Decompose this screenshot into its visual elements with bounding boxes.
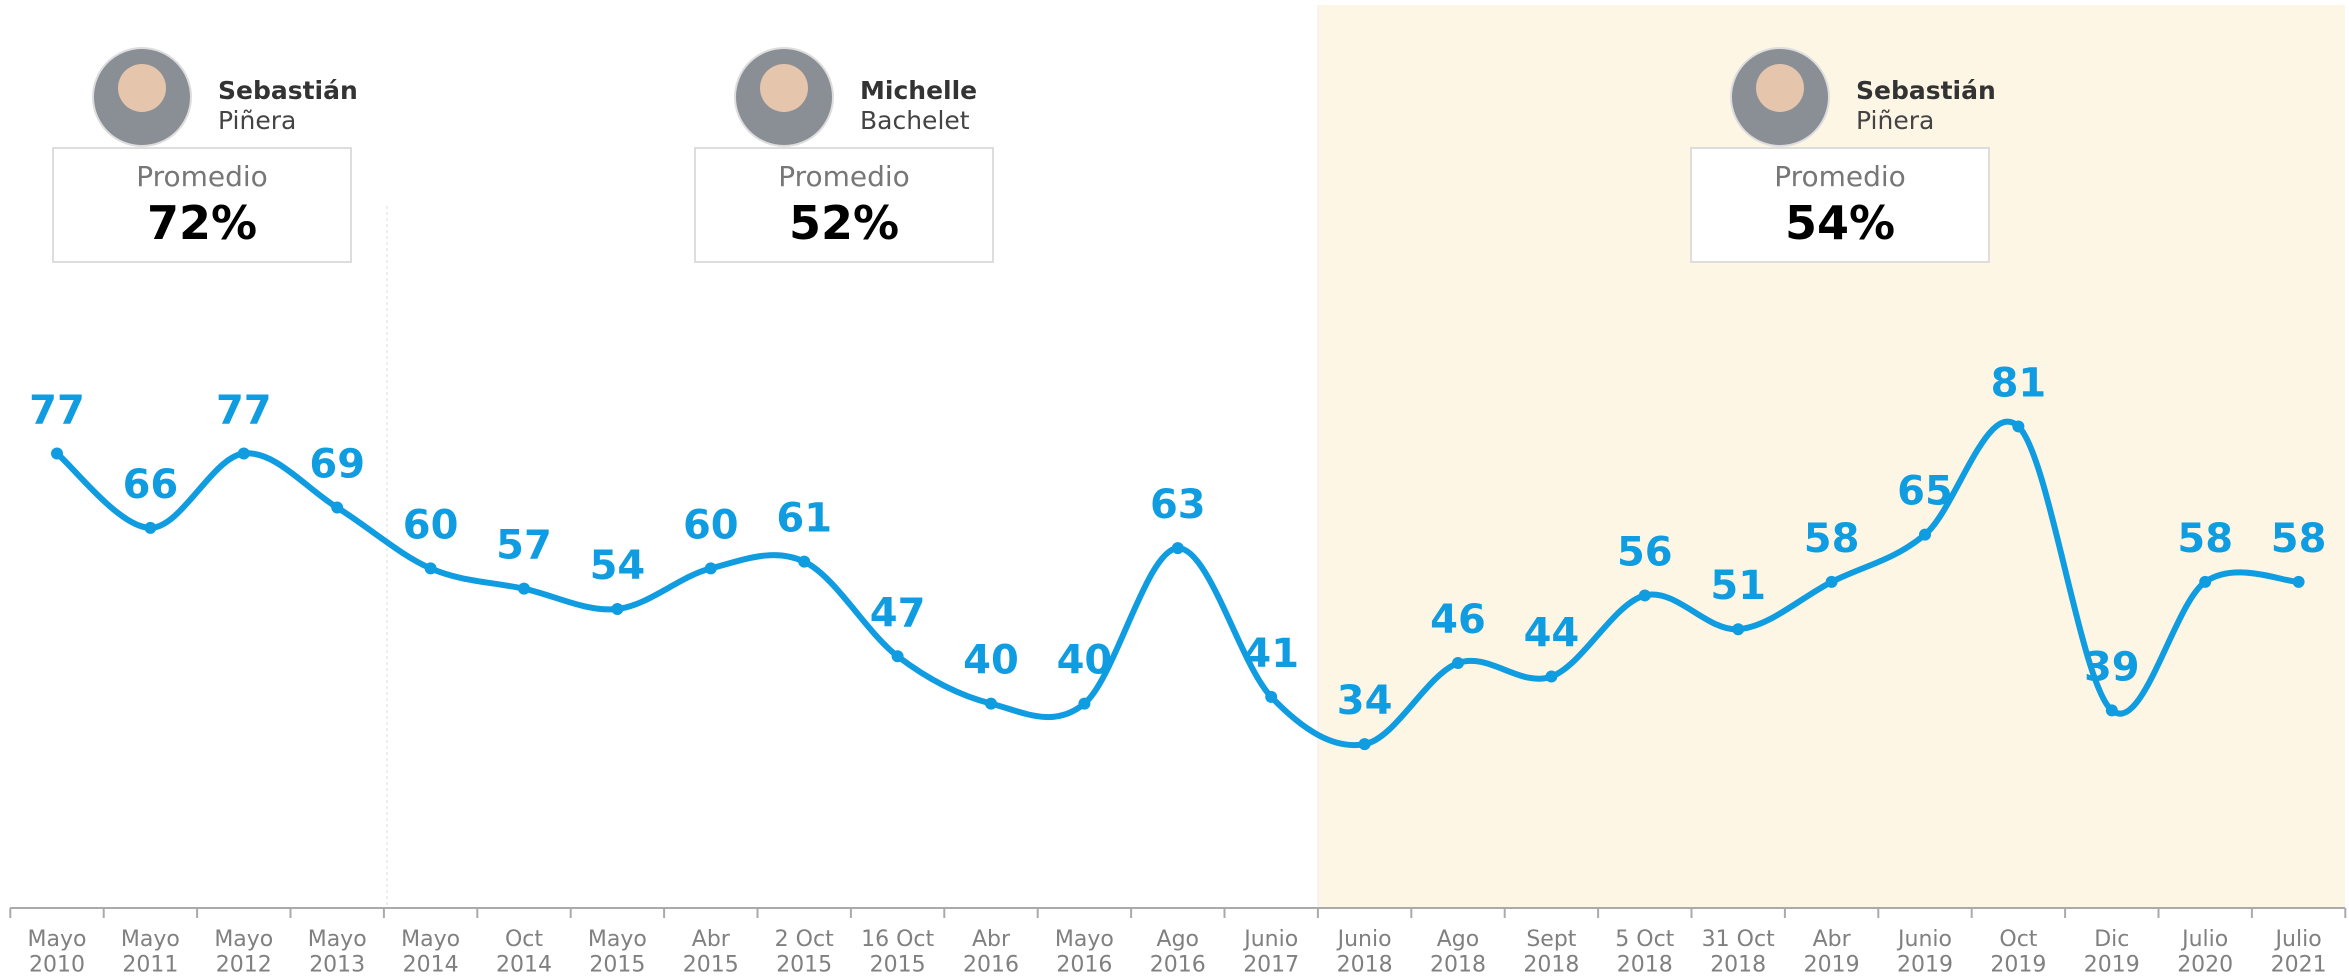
point (1265, 691, 1277, 703)
highlight-region (1318, 5, 2345, 908)
average-label: Promedio (136, 160, 268, 193)
point (1359, 738, 1371, 750)
point (985, 698, 997, 710)
data-label: 54 (590, 543, 646, 589)
data-label: 63 (1150, 482, 1206, 528)
data-label: 61 (776, 496, 832, 542)
data-label: 58 (2177, 516, 2233, 562)
point (331, 502, 343, 514)
data-label: 58 (1804, 516, 1860, 562)
point (1545, 671, 1557, 683)
point (705, 562, 717, 574)
data-label: 34 (1337, 678, 1393, 724)
data-label: 81 (1991, 360, 2047, 406)
last-name: Piñera (218, 106, 296, 135)
average-label: Promedio (778, 160, 910, 193)
point (1732, 623, 1744, 635)
data-label: 44 (1524, 611, 1580, 657)
first-name: Sebastián (218, 76, 358, 105)
average-label: Promedio (1774, 160, 1906, 193)
first-name: Sebastián (1856, 76, 1996, 105)
data-label: 51 (1710, 563, 1766, 609)
last-name: Piñera (1856, 106, 1934, 135)
data-label: 41 (1243, 631, 1299, 677)
data-label: 77 (216, 387, 272, 433)
data-label: 69 (309, 442, 365, 488)
point (144, 522, 156, 534)
data-label: 58 (2271, 516, 2327, 562)
point (51, 447, 63, 459)
average-value: 72% (147, 196, 257, 250)
point (518, 583, 530, 595)
data-label: 56 (1617, 529, 1673, 575)
point (1826, 576, 1838, 588)
data-label: 39 (2084, 644, 2140, 690)
point (425, 562, 437, 574)
chart: SebastiánPiñeraPromedio72%MichelleBachel… (0, 0, 2349, 977)
data-label: 40 (963, 638, 1019, 684)
data-label: 66 (123, 462, 179, 508)
point (892, 650, 904, 662)
average-value: 52% (789, 196, 899, 250)
point (1639, 589, 1651, 601)
data-label: 65 (1897, 469, 1953, 515)
data-label: 47 (870, 590, 926, 636)
point (1172, 542, 1184, 554)
point (1078, 698, 1090, 710)
point (2293, 576, 2305, 588)
point (611, 603, 623, 615)
data-label: 60 (403, 502, 459, 548)
photo-face (760, 64, 808, 112)
point (238, 447, 250, 459)
data-label: 60 (683, 502, 739, 548)
data-label: 77 (29, 387, 85, 433)
photo-face (118, 64, 166, 112)
average-value: 54% (1785, 196, 1895, 250)
point (1919, 529, 1931, 541)
data-label: 57 (496, 523, 552, 569)
data-label: 40 (1057, 638, 1113, 684)
point (2106, 704, 2118, 716)
photo-face (1756, 64, 1804, 112)
point (1452, 657, 1464, 669)
first-name: Michelle (860, 76, 977, 105)
point (2012, 420, 2024, 432)
point (2199, 576, 2211, 588)
last-name: Bachelet (860, 106, 970, 135)
data-label: 46 (1430, 597, 1486, 643)
point (798, 556, 810, 568)
